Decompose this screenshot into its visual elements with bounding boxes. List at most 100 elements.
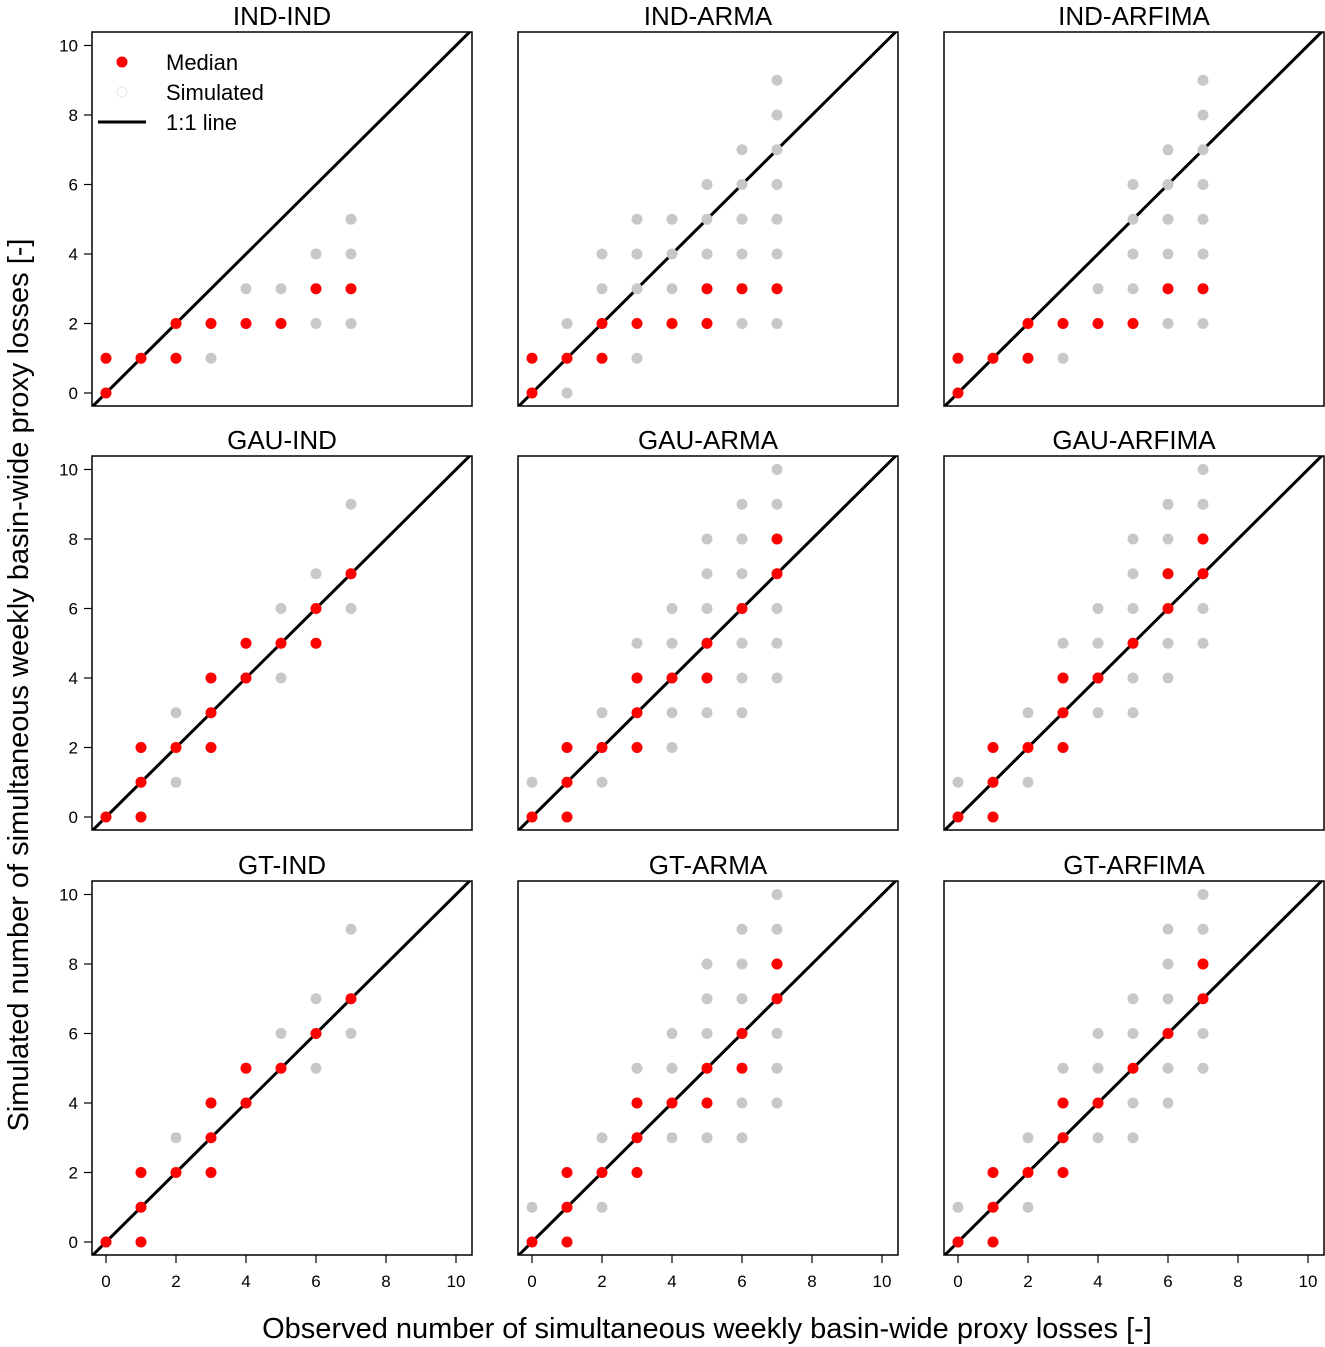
simulated-point (666, 248, 678, 260)
median-point (561, 742, 573, 753)
simulated-point (1127, 1097, 1139, 1109)
simulated-point (771, 109, 783, 121)
median-point (240, 1097, 252, 1109)
simulated-point (1162, 637, 1174, 649)
simulated-point (1127, 568, 1139, 580)
median-point (561, 776, 573, 788)
median-point (987, 352, 999, 364)
simulated-point (1162, 213, 1174, 225)
simulated-point (631, 283, 643, 295)
simulated-point (275, 1028, 287, 1039)
median-point (100, 352, 112, 364)
median-point (135, 1201, 147, 1213)
median-point (100, 387, 112, 399)
simulated-point (345, 318, 357, 329)
y-tick-label: 0 (69, 1233, 78, 1252)
simulated-point (701, 1028, 713, 1039)
simulated-point (666, 637, 678, 649)
y-tick-label: 4 (69, 245, 78, 264)
simulated-point (275, 603, 287, 614)
one-to-one-line (944, 456, 1324, 830)
simulated-point (736, 1132, 748, 1144)
median-point (1197, 533, 1209, 545)
simulated-point (771, 179, 783, 190)
simulated-point (701, 993, 713, 1005)
panel-frame (91, 455, 473, 831)
simulated-point (701, 533, 713, 545)
one-to-one-line (518, 32, 898, 406)
median-point (952, 811, 964, 823)
y-tick-label: 8 (69, 530, 78, 549)
simulated-point (771, 74, 783, 86)
simulated-point (771, 923, 783, 935)
simulated-point (1197, 74, 1209, 86)
plot-area (518, 881, 898, 1255)
simulated-point (736, 958, 748, 970)
simulated-point (170, 1132, 182, 1144)
legend-label: Median (166, 50, 238, 75)
median-point (1127, 318, 1139, 329)
simulated-point (596, 283, 608, 295)
simulated-point (952, 776, 964, 788)
panel-frame (517, 455, 899, 831)
median-point (1197, 958, 1209, 970)
x-tick-label: 4 (241, 1272, 250, 1291)
median-point (631, 1167, 643, 1178)
median-point (771, 283, 783, 295)
simulated-point (170, 776, 182, 788)
x-tick-label: 8 (381, 1272, 390, 1291)
simulated-point (736, 498, 748, 510)
simulated-point (1092, 603, 1104, 614)
plot-area (92, 32, 472, 406)
median-point (170, 742, 182, 753)
median-point (952, 1236, 964, 1248)
panel-gt-ind: GT-IND 0 2 4 6 8 10 0 2 4 6 8 10 (59, 850, 473, 1291)
simulated-point (666, 742, 678, 753)
median-point (1057, 1097, 1069, 1109)
simulated-point (771, 498, 783, 510)
simulated-point (1197, 248, 1209, 260)
simulated-point (631, 637, 643, 649)
simulated-point (736, 213, 748, 225)
x-tick-label: 8 (1233, 1272, 1242, 1291)
simulated-point (1162, 248, 1174, 260)
simulated-point (771, 144, 783, 156)
simulated-point (1197, 318, 1209, 329)
x-tick-label: 10 (1299, 1272, 1318, 1291)
simulated-point (736, 179, 748, 190)
x-axis-title: Observed number of simultaneous weekly b… (262, 1313, 1152, 1345)
median-point (135, 1236, 147, 1248)
median-point (1057, 1167, 1069, 1178)
simulated-point (666, 213, 678, 225)
legend-marker-median (116, 56, 128, 68)
median-point (1162, 283, 1174, 295)
median-point (1022, 352, 1034, 364)
x-tick-label: 10 (447, 1272, 466, 1291)
simulated-point (1162, 318, 1174, 329)
simulated-point (275, 672, 287, 684)
legend-item: 1:1 line (98, 110, 237, 135)
panel-frame (517, 880, 899, 1256)
simulated-point (666, 1028, 678, 1039)
median-point (1127, 1062, 1139, 1074)
simulated-point (1197, 1028, 1209, 1039)
median-point (135, 1167, 147, 1178)
median-point (205, 707, 217, 719)
simulated-point (1022, 776, 1034, 788)
simulated-point (526, 776, 538, 788)
panel-frame (943, 455, 1325, 831)
simulated-point (1127, 179, 1139, 190)
panel-title: GAU-ARFIMA (1052, 425, 1216, 455)
simulated-point (1197, 1062, 1209, 1074)
simulated-point (1197, 498, 1209, 510)
x-tick-label: 6 (737, 1272, 746, 1291)
median-point (310, 603, 322, 614)
simulated-point (771, 889, 783, 900)
x-tick-label: 8 (807, 1272, 816, 1291)
simulated-point (345, 248, 357, 260)
median-point (701, 1097, 713, 1109)
simulated-point (771, 213, 783, 225)
panel-gau-arfima: GAU-ARFIMA (943, 425, 1325, 831)
median-point (701, 318, 713, 329)
median-point (987, 1236, 999, 1248)
